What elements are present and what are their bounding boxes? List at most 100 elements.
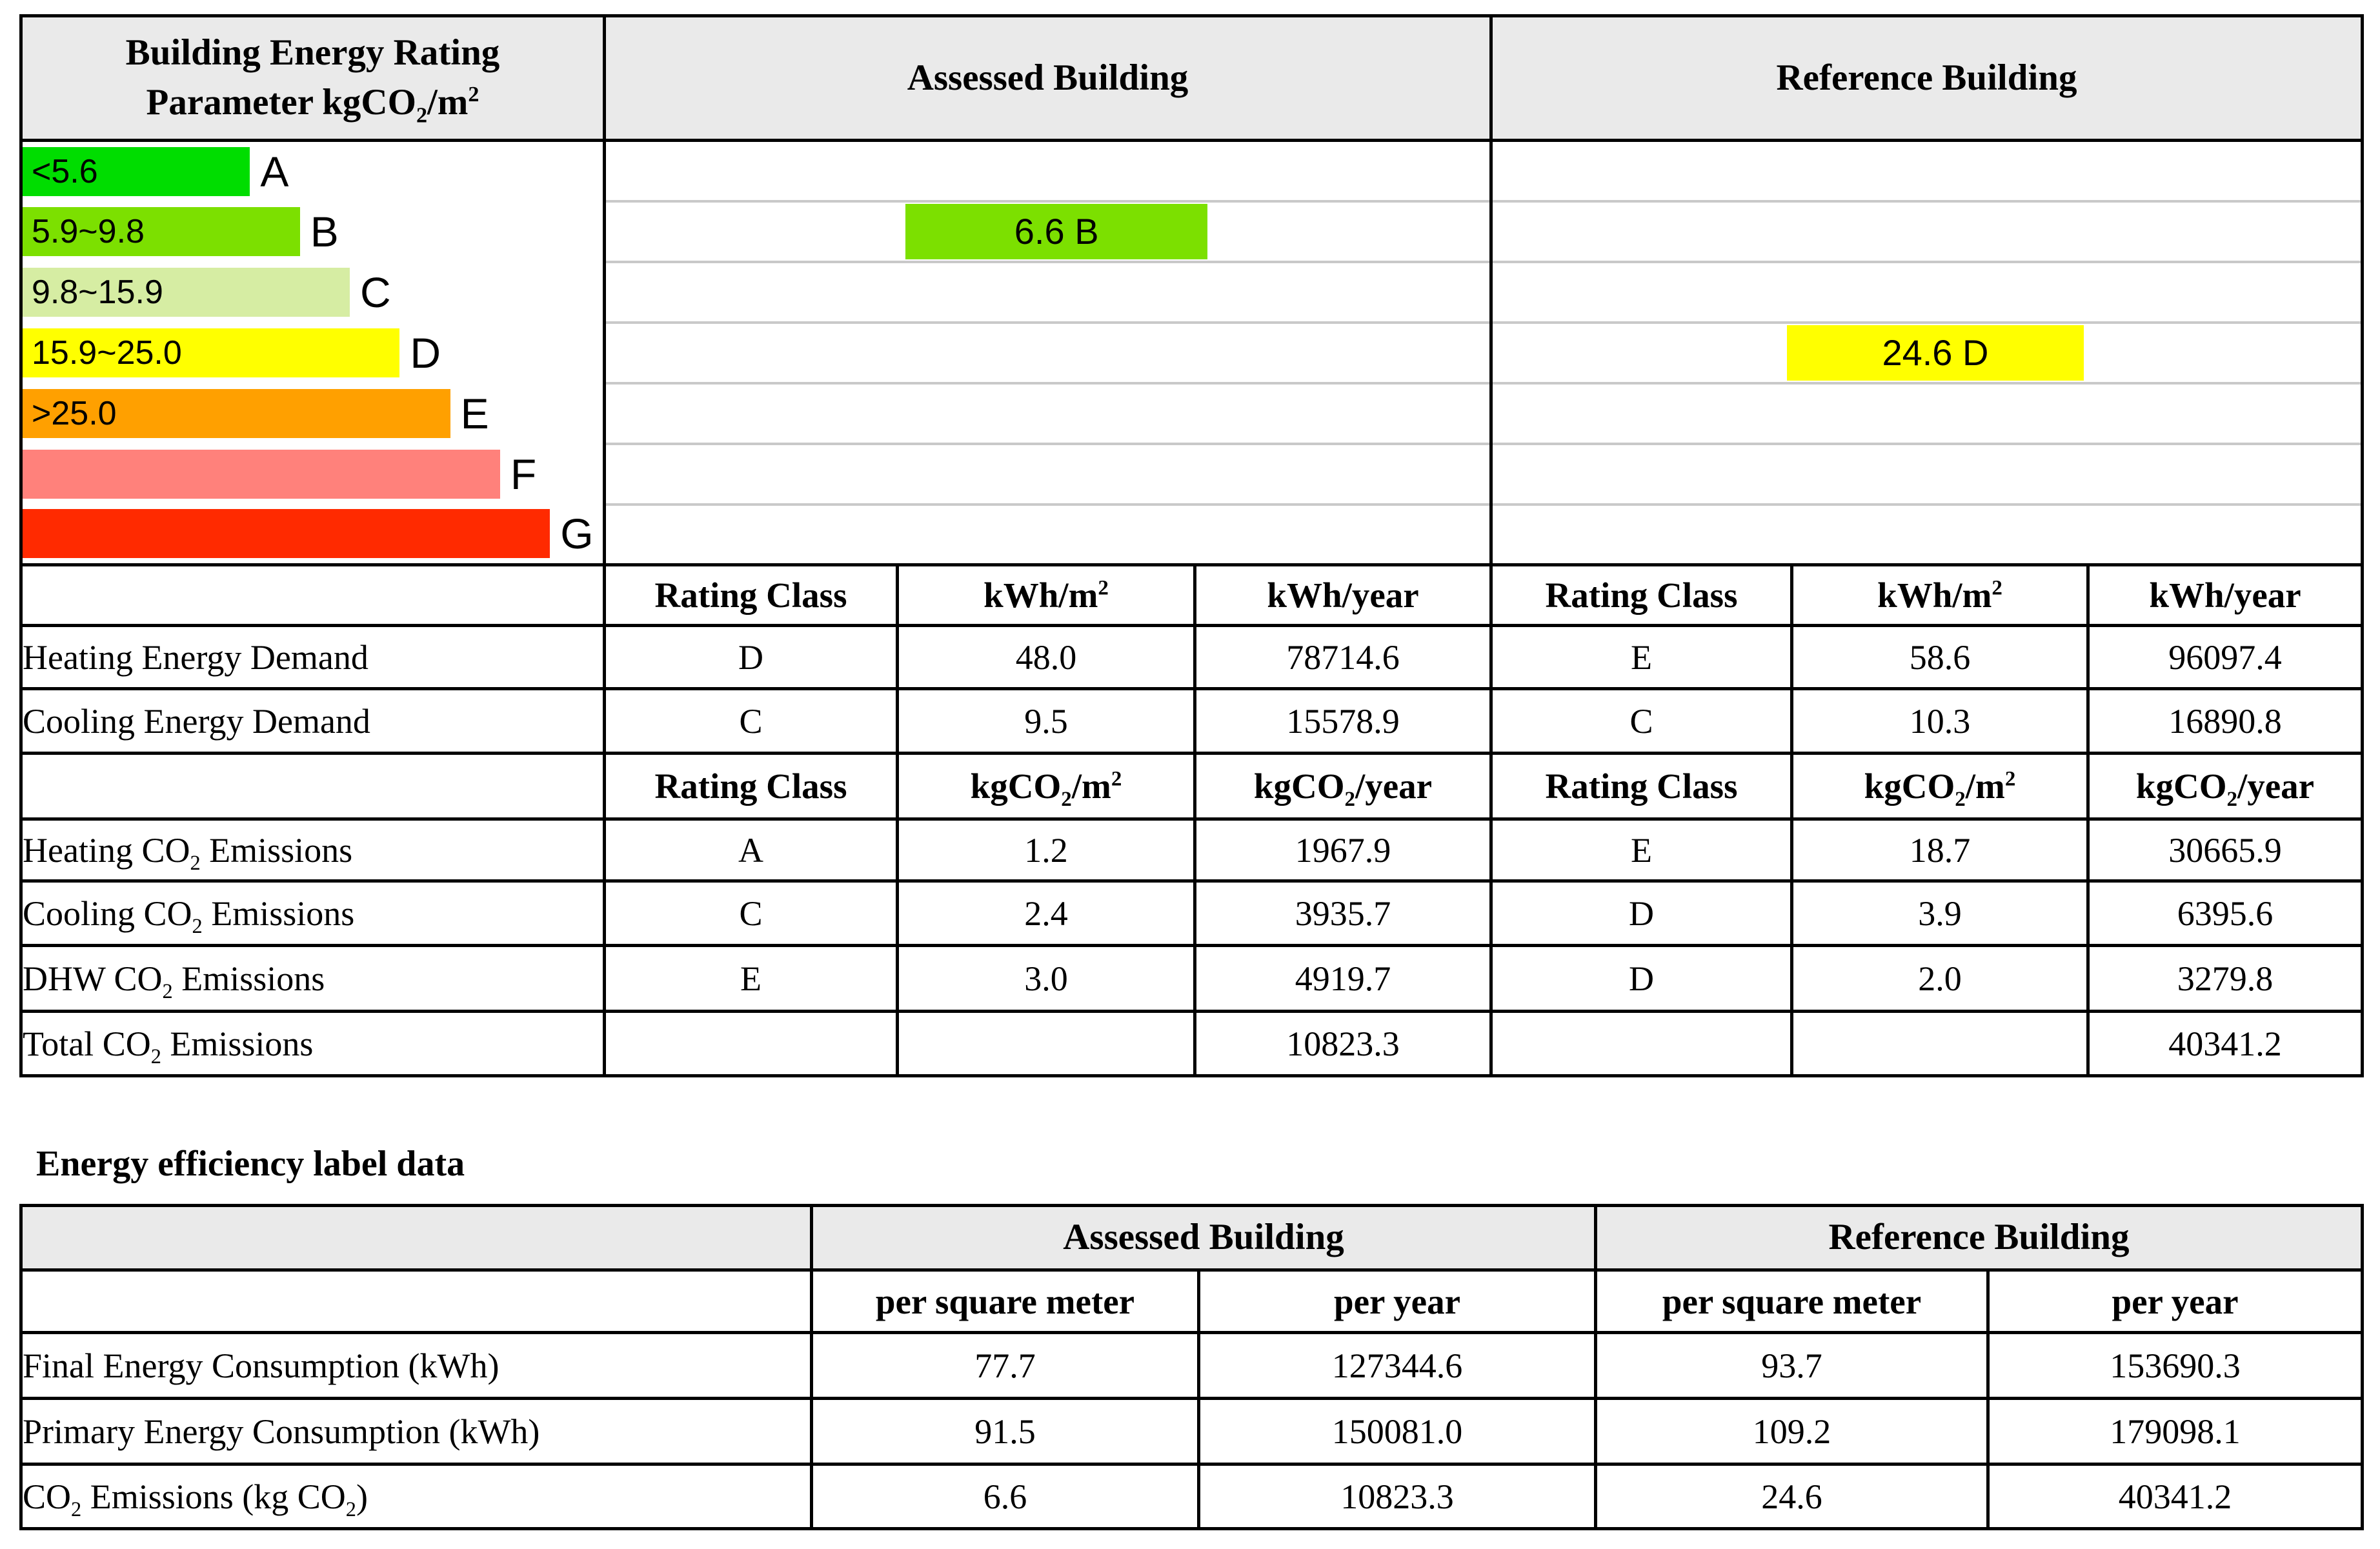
rating-scale-row-a: <5.6 A: [19, 139, 2364, 203]
assessed-building-header-2: Assessed Building: [809, 1204, 1598, 1272]
empty-cell: [603, 1010, 899, 1077]
scale-cell-a: <5.6 A: [19, 140, 606, 201]
value-cell: 93.7: [1594, 1331, 1990, 1400]
value-cell: 40341.2: [1986, 1463, 2365, 1530]
rating-bar-e: >25.0: [24, 388, 450, 438]
row-label: Final Energy Consumption (kWh): [19, 1331, 813, 1400]
scale-cell-g: G: [19, 504, 606, 565]
scale-cell-c: 9.8~15.9 C: [19, 261, 606, 323]
value-cell: 30665.9: [2086, 817, 2364, 883]
row-label: Cooling Energy Demand: [19, 687, 606, 755]
assessed-rating-class-header: Rating Class: [603, 563, 899, 627]
row-label: Heating Energy Demand: [19, 624, 606, 690]
reference-row-f: [1489, 442, 2364, 506]
value-cell: 6395.6: [2086, 879, 2364, 947]
rating-letter-c: C: [360, 268, 391, 316]
reference-row-d: 24.6 D: [1489, 321, 2364, 385]
assessed-building-header: Assessed Building: [603, 14, 1493, 142]
reference-per-year-header: per year: [1986, 1268, 2365, 1334]
assessed-kgco2-m2-header: kgCO2/m2: [896, 752, 1196, 821]
empty-cell: [19, 1268, 813, 1334]
assessed-building-marker: 6.6 B: [905, 203, 1208, 259]
assessed-row-e: [603, 381, 1493, 445]
value-cell: 2.4: [896, 879, 1196, 947]
value-cell: C: [603, 879, 899, 947]
scale-cell-f: F: [19, 443, 606, 505]
row-label: Total CO2 Emissions: [19, 1010, 606, 1077]
reference-building-marker: 24.6 D: [1786, 325, 2084, 381]
energy-header-row: Rating Class kWh/m2 kWh/year Rating Clas…: [19, 563, 2364, 627]
rating-scale-row-f: F: [19, 442, 2364, 506]
dhw-co2-row: DHW CO2 Emissions E 3.0 4919.7 D 2.0 327…: [19, 944, 2364, 1013]
cooling-co2-row: Cooling CO2 Emissions C 2.4 3935.7 D 3.9…: [19, 879, 2364, 947]
empty-cell: [896, 1010, 1196, 1077]
reference-building-header-2: Reference Building: [1594, 1204, 2365, 1272]
value-cell: 58.6: [1790, 624, 2090, 690]
value-cell: 16890.8: [2086, 687, 2364, 755]
rating-table-header-row: Building Energy Rating Parameter kgCO2/m…: [19, 14, 2364, 142]
rating-range-b: 5.9~9.8: [32, 212, 145, 250]
value-cell: E: [1489, 624, 1793, 690]
rating-letter-a: A: [260, 147, 289, 195]
value-cell: 91.5: [810, 1397, 1200, 1466]
value-cell: 24.6: [1594, 1463, 1990, 1530]
rating-scale-row-d: 15.9~25.0 D 24.6 D: [19, 321, 2364, 385]
reference-kwh-m2-header: kWh/m2: [1790, 563, 2090, 627]
value-cell: 150081.0: [1196, 1397, 1598, 1466]
rating-scale-row-b: 5.9~9.8 B 6.6 B: [19, 199, 2364, 263]
value-cell: 40341.2: [2086, 1010, 2364, 1077]
value-cell: D: [603, 624, 899, 690]
reference-rating-class-header-2: Rating Class: [1489, 752, 1793, 821]
reference-building-header: Reference Building: [1489, 14, 2364, 142]
heating-energy-demand-row: Heating Energy Demand D 48.0 78714.6 E 5…: [19, 624, 2364, 690]
value-cell: 3279.8: [2086, 944, 2364, 1013]
value-cell: 4919.7: [1193, 944, 1493, 1013]
reference-per-sqm-header: per square meter: [1594, 1268, 1990, 1334]
label-table-subheader-row: per square meter per year per square met…: [19, 1268, 2365, 1334]
row-label: CO2 Emissions (kg CO2): [19, 1463, 813, 1530]
rating-bar-c: 9.8~15.9: [24, 267, 350, 317]
value-cell: 1967.9: [1193, 817, 1493, 883]
assessed-row-g: [603, 503, 1493, 566]
empty-cell: [1489, 1010, 1793, 1077]
value-cell: 18.7: [1790, 817, 2090, 883]
row-label: DHW CO2 Emissions: [19, 944, 606, 1013]
co2-header-row: Rating Class kgCO2/m2 kgCO2/year Rating …: [19, 752, 2364, 821]
empty-cell: [19, 563, 606, 627]
rating-parameter-title-line1: Building Energy Rating: [125, 32, 500, 74]
rating-range-d: 15.9~25.0: [32, 334, 182, 372]
empty-cell: [19, 1204, 813, 1272]
row-label: Primary Energy Consumption (kWh): [19, 1397, 813, 1466]
value-cell: 2.0: [1790, 944, 2090, 1013]
rating-range-a: <5.6: [32, 152, 98, 190]
reference-row-b: [1489, 199, 2364, 263]
rating-bar-g: [24, 509, 550, 559]
assessed-kgco2-year-header: kgCO2/year: [1193, 752, 1493, 821]
assessed-kwh-m2-header: kWh/m2: [896, 563, 1196, 627]
reference-kgco2-m2-header: kgCO2/m2: [1790, 752, 2090, 821]
value-cell: C: [1489, 687, 1793, 755]
rating-bar-d: 15.9~25.0: [24, 328, 400, 377]
empty-cell: [1790, 1010, 2090, 1077]
row-label: Heating CO2 Emissions: [19, 817, 606, 883]
rating-scale-row-e: >25.0 E: [19, 381, 2364, 445]
value-cell: 15578.9: [1193, 687, 1493, 755]
value-cell: 109.2: [1594, 1397, 1990, 1466]
assessed-row-c: [603, 260, 1493, 324]
scale-cell-d: 15.9~25.0 D: [19, 322, 606, 383]
rating-letter-b: B: [310, 207, 339, 255]
final-energy-row: Final Energy Consumption (kWh) 77.7 1273…: [19, 1331, 2365, 1400]
reference-row-c: [1489, 260, 2364, 324]
rating-range-c: 9.8~15.9: [32, 273, 163, 311]
label-table-header-row: Assessed Building Reference Building: [19, 1204, 2365, 1272]
value-cell: C: [603, 687, 899, 755]
value-cell: A: [603, 817, 899, 883]
rating-letter-g: G: [560, 510, 594, 558]
rating-bar-f: [24, 449, 500, 499]
value-cell: 96097.4: [2086, 624, 2364, 690]
value-cell: 10.3: [1790, 687, 2090, 755]
co2-emissions-row: CO2 Emissions (kg CO2) 6.6 10823.3 24.6 …: [19, 1463, 2365, 1530]
rating-letter-f: F: [510, 450, 537, 498]
value-cell: 3.0: [896, 944, 1196, 1013]
